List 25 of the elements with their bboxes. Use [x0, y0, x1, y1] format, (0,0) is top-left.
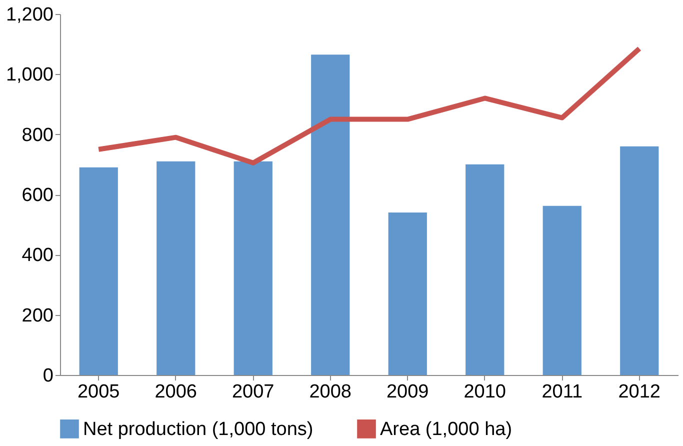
bar: [79, 167, 118, 375]
x-tick-label: 2011: [542, 382, 583, 402]
y-tick-label: 1,000: [6, 64, 54, 86]
y-tick-label: 200: [22, 305, 54, 326]
x-tick-label: 2009: [386, 382, 429, 402]
bar: [234, 161, 272, 375]
bar: [466, 164, 504, 375]
bar: [388, 212, 427, 375]
y-tick-label: 1,200: [6, 4, 54, 26]
bar: [156, 161, 196, 375]
y-tick-label: 800: [22, 124, 54, 146]
x-tick-label: 2005: [77, 382, 120, 402]
bar: [542, 206, 582, 375]
legend-label: Net production (1,000 tons): [83, 418, 314, 440]
y-tick-label: 0: [42, 366, 54, 386]
x-tick-label: 2008: [309, 382, 352, 402]
x-tick-label: 2012: [618, 382, 661, 402]
y-tick-label: 400: [22, 245, 54, 266]
bar: [620, 146, 659, 375]
y-tick-label: 600: [22, 185, 54, 206]
x-tick-label: 2010: [464, 382, 506, 402]
legend-label: Area (1,000 ha): [380, 418, 512, 440]
bar: [311, 54, 350, 375]
x-tick-label: 2007: [232, 382, 274, 402]
x-tick-label: 2006: [154, 382, 198, 402]
